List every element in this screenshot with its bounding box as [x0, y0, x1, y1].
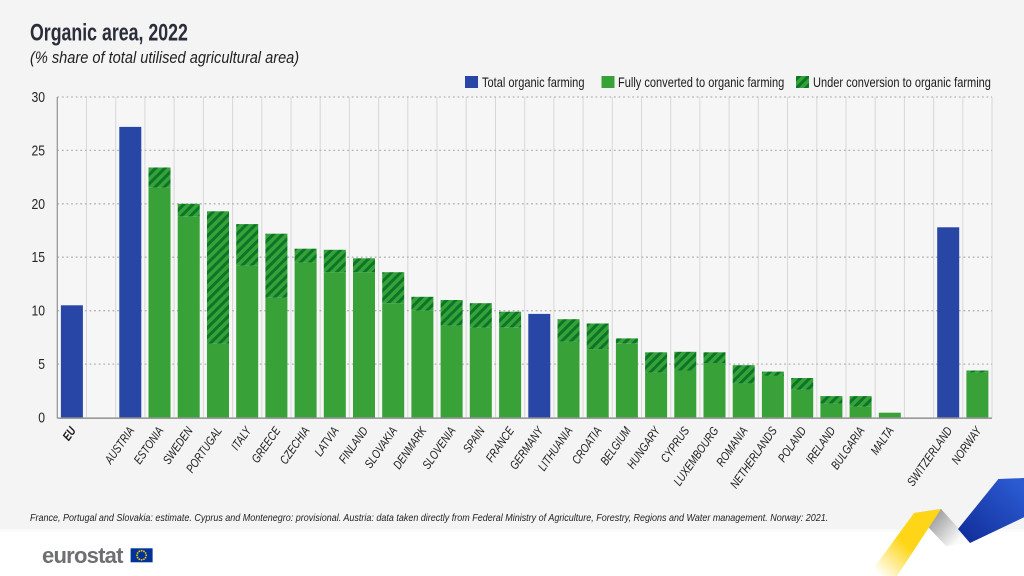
svg-text:(% share of total utilised agr: (% share of total utilised agricultural … [30, 49, 299, 67]
svg-text:10: 10 [31, 303, 45, 319]
svg-text:eurostat: eurostat [42, 543, 124, 568]
svg-text:15: 15 [31, 249, 45, 265]
svg-text:20: 20 [31, 196, 45, 212]
svg-text:Organic area, 2022: Organic area, 2022 [30, 19, 188, 46]
svg-text:30: 30 [31, 89, 45, 105]
svg-text:5: 5 [38, 356, 45, 372]
svg-text:Total organic farming: Total organic farming [482, 75, 585, 90]
svg-text:Fully converted to organic far: Fully converted to organic farming [618, 75, 784, 90]
svg-text:0: 0 [38, 410, 45, 426]
svg-text:France, Portugal and Slovakia:: France, Portugal and Slovakia: estimate.… [30, 512, 828, 524]
svg-text:Under conversion to organic fa: Under conversion to organic farming [813, 75, 991, 90]
svg-text:25: 25 [31, 142, 45, 158]
